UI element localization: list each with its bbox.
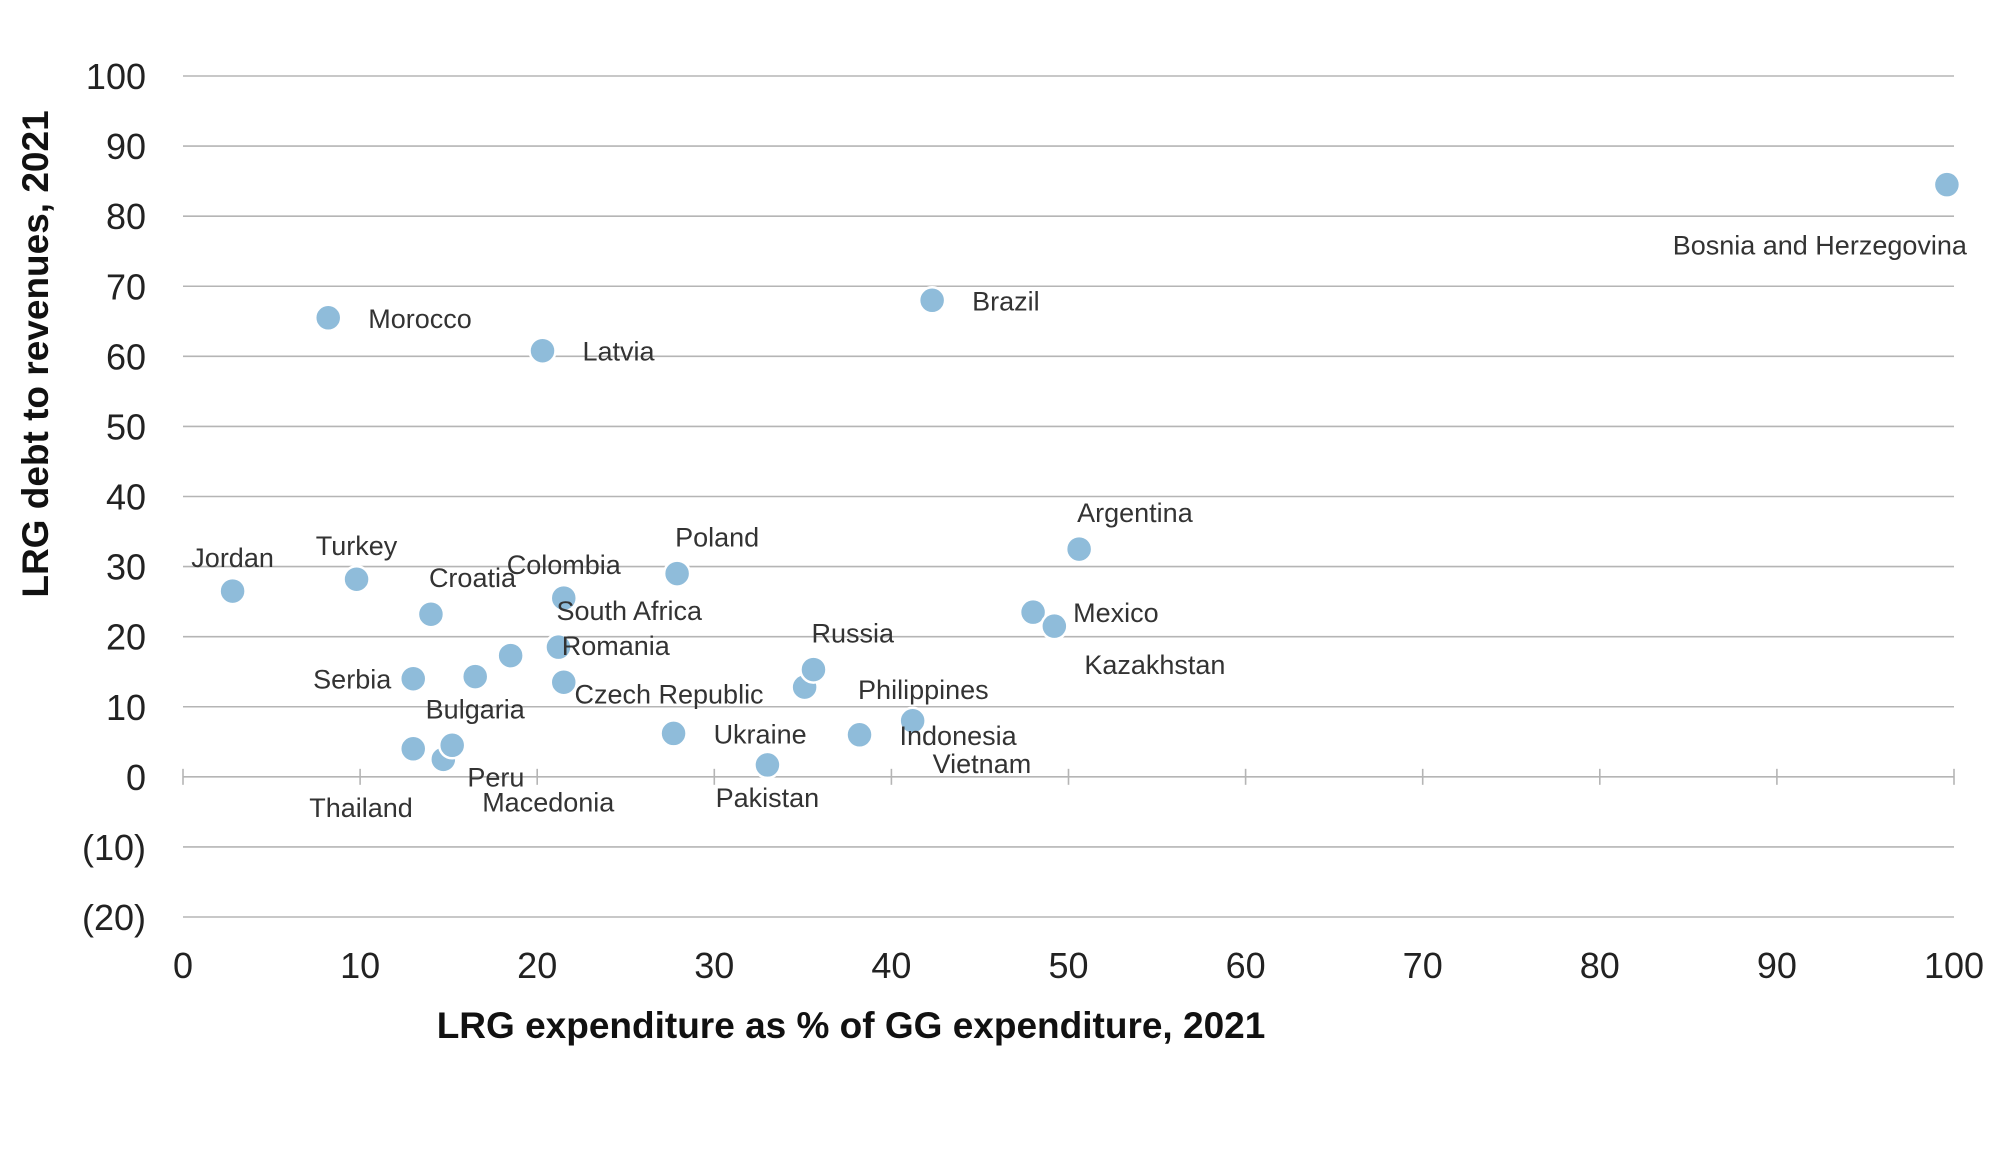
point-label: Czech Republic bbox=[574, 679, 763, 709]
x-tick-label: 80 bbox=[1580, 945, 1620, 986]
y-tick-label: 50 bbox=[106, 406, 146, 447]
y-axis-tick-labels: (20) (10) 0 10 20 30 40 50 60 70 80 90 100 bbox=[82, 56, 146, 938]
data-point bbox=[398, 664, 428, 693]
data-points bbox=[218, 170, 1962, 780]
point-label: Morocco bbox=[368, 304, 472, 334]
x-tick-label: 90 bbox=[1757, 945, 1797, 986]
data-point bbox=[416, 599, 446, 629]
point-label: Romania bbox=[562, 631, 671, 661]
point-label: Philippines bbox=[858, 675, 989, 705]
data-point bbox=[544, 632, 573, 662]
data-point bbox=[313, 303, 343, 333]
point-label: Thailand bbox=[309, 793, 413, 823]
x-tick-label: 20 bbox=[517, 945, 557, 986]
data-point bbox=[1064, 534, 1094, 564]
x-tick-label: 0 bbox=[173, 945, 193, 986]
x-axis-tick-labels: 0 10 20 30 40 50 60 70 80 90 100 bbox=[173, 945, 1984, 986]
point-label: Jordan bbox=[191, 543, 274, 573]
data-point bbox=[437, 731, 467, 760]
data-point bbox=[753, 750, 782, 780]
point-label: Indonesia bbox=[900, 721, 1018, 751]
point-label: Serbia bbox=[313, 665, 392, 695]
data-point bbox=[898, 706, 927, 736]
data-point bbox=[528, 336, 557, 365]
x-axis-title: LRG expenditure as % of GG expenditure, … bbox=[437, 1005, 1266, 1046]
point-label: Vietnam bbox=[933, 749, 1032, 779]
data-point bbox=[218, 576, 247, 606]
point-label: Brazil bbox=[972, 286, 1040, 316]
gridlines bbox=[183, 75, 1954, 918]
y-tick-label: 100 bbox=[86, 56, 146, 97]
point-label: Colombia bbox=[507, 550, 622, 580]
point-label: Russia bbox=[811, 619, 895, 649]
point-label: Turkey bbox=[316, 531, 398, 561]
x-tick-label: 100 bbox=[1924, 945, 1984, 986]
point-label: Latvia bbox=[583, 337, 656, 367]
y-tick-label: 90 bbox=[106, 126, 146, 167]
x-tick-label: 70 bbox=[1403, 945, 1443, 986]
data-point bbox=[917, 286, 947, 315]
point-label: Mexico bbox=[1073, 598, 1159, 628]
point-label: Croatia bbox=[429, 563, 517, 593]
point-label: Argentina bbox=[1077, 498, 1194, 528]
y-tick-label: 70 bbox=[106, 266, 146, 307]
data-point bbox=[1018, 597, 1048, 627]
data-point bbox=[342, 564, 371, 594]
x-axis bbox=[182, 768, 1955, 785]
data-point bbox=[398, 734, 428, 764]
point-label: Pakistan bbox=[716, 783, 820, 813]
point-label: Peru bbox=[467, 762, 524, 792]
y-tick-label: 40 bbox=[106, 477, 146, 518]
point-label: Ukraine bbox=[714, 719, 807, 749]
y-tick-label: 10 bbox=[106, 687, 146, 728]
y-tick-label: (20) bbox=[82, 897, 146, 938]
data-point bbox=[496, 641, 525, 670]
data-point bbox=[460, 662, 490, 691]
data-point bbox=[549, 667, 579, 697]
x-tick-label: 60 bbox=[1226, 945, 1266, 986]
data-point bbox=[659, 719, 688, 748]
x-tick-label: 30 bbox=[694, 945, 734, 986]
y-tick-label: (10) bbox=[82, 827, 146, 868]
point-label: South Africa bbox=[556, 596, 703, 626]
x-tick-label: 10 bbox=[340, 945, 380, 986]
x-tick-label: 40 bbox=[871, 945, 911, 986]
y-tick-label: 30 bbox=[106, 547, 146, 588]
point-label: Kazakhstan bbox=[1084, 650, 1225, 680]
y-tick-label: 0 bbox=[126, 757, 146, 798]
point-labels: Jordan Morocco Turkey Serbia Thailand Croatia… bbox=[191, 231, 1968, 823]
point-label: Bosnia and Herzegovina bbox=[1673, 231, 1968, 261]
data-point bbox=[1932, 170, 1962, 199]
y-tick-label: 80 bbox=[106, 196, 146, 237]
y-tick-label: 20 bbox=[106, 617, 146, 658]
data-point bbox=[662, 559, 692, 588]
point-label: Macedonia bbox=[482, 787, 615, 817]
data-point bbox=[1040, 611, 1069, 641]
point-label: Poland bbox=[675, 523, 759, 553]
data-point bbox=[799, 655, 828, 684]
x-tick-label: 50 bbox=[1048, 945, 1088, 986]
data-point bbox=[549, 583, 579, 613]
y-tick-label: 60 bbox=[106, 336, 146, 377]
data-point bbox=[845, 720, 874, 750]
y-axis-title: LRG debt to revenues, 2021 bbox=[15, 110, 56, 597]
point-label: Bulgaria bbox=[426, 695, 526, 725]
